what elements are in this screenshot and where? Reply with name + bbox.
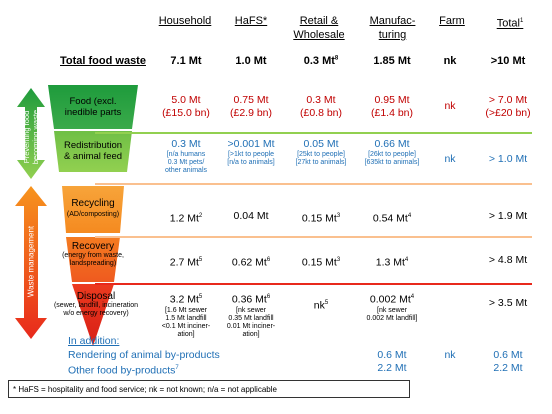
recycling-hafs: 0.04 Mt [233, 210, 269, 222]
recovery-household: 2.7 Mt5 [169, 256, 203, 269]
total-household: 7.1 Mt [170, 55, 202, 67]
addition-title: In addition: [68, 335, 120, 347]
disposal-household: 3.2 Mt5 [1.6 Mt sewer 1.5 Mt landfill <0… [161, 293, 211, 338]
total-farm: nk [443, 55, 457, 67]
redistribution-manufacturing: 0.66 Mt [26kt to people] [635kt to anima… [364, 138, 420, 166]
redistribution-farm: nk [444, 153, 456, 165]
other-byproducts-manufacturing: 2.2 Mt [377, 362, 407, 374]
food-hafs: 0.75 Mt (£2.9 bn) [229, 94, 273, 119]
redistribution-hafs: >0.001 Mt [>1kt to people [n/a to animal… [227, 138, 275, 166]
total-retail: 0.3 Mt8 [303, 55, 339, 67]
redistribution-total: > 1.0 Mt [488, 153, 528, 165]
redistribution-retail: 0.05 Mt [25kt to people] [27kt to animal… [295, 138, 347, 166]
recycling-segment [62, 186, 124, 233]
redistribution-label: Redistribution & animal feed [63, 140, 123, 162]
total-manufacturing: 1.85 Mt [373, 55, 411, 67]
header-farm: Farm [439, 15, 465, 27]
header-hafs: HaFS* [234, 15, 268, 27]
food-farm: nk [444, 100, 456, 112]
disposal-retail: nk5 [313, 299, 329, 312]
recovery-hafs: 0.62 Mt6 [231, 256, 271, 269]
rule-recovery [95, 236, 532, 238]
header-total: Total1 [496, 17, 524, 30]
header-retail: Retail & Wholesale [293, 15, 345, 41]
recovery-retail: 0.15 Mt3 [301, 256, 341, 269]
food-label: Food (excl. inedible parts [64, 96, 122, 118]
total-food-waste-label: Total food waste [60, 55, 146, 67]
food-total: > 7.0 Mt (>£20 bn) [485, 94, 531, 119]
rendering-label: Rendering of animal by-products [68, 349, 220, 361]
disposal-segment [72, 284, 114, 346]
recycling-total: > 1.9 Mt [488, 210, 528, 222]
rule-disposal [95, 283, 532, 285]
recycling-retail: 0.15 Mt3 [301, 212, 341, 225]
management-arrow [15, 186, 47, 339]
recycling-household: 1.2 Mt2 [169, 212, 203, 225]
redistribution-segment [54, 131, 132, 172]
recycling-label: Recycling (AD/composting) [66, 198, 120, 218]
disposal-label: Disposal (sewer, landfill, incineration … [53, 291, 139, 317]
rule-recycling [95, 183, 532, 185]
recovery-label: Recovery (energy from waste, landspreadi… [62, 241, 124, 267]
disposal-manufacturing: 0.002 Mt4 [nk sewer 0.002 Mt landfill] [366, 293, 418, 322]
recovery-total: > 4.8 Mt [488, 254, 528, 266]
food-household: 5.0 Mt (£15.0 bn) [162, 94, 210, 119]
food-retail: 0.3 Mt (£0.8 bn) [299, 94, 343, 119]
prevent-label: Preventing food becoming waste [22, 109, 40, 165]
rendering-total: 0.6 Mt [493, 349, 523, 361]
other-byproducts-total: 2.2 Mt [493, 362, 523, 374]
header-household: Household [158, 15, 212, 27]
rendering-farm: nk [444, 349, 456, 361]
header-manufacturing: Manufac-turing [369, 15, 416, 41]
disposal-hafs: 0.36 Mt6 [nk sewer 0.35 Mt landfill 0.01… [226, 293, 276, 338]
management-label: Waste management [26, 225, 36, 298]
prevent-arrow [17, 88, 45, 179]
recovery-manufacturing: 1.3 Mt4 [375, 256, 409, 269]
other-byproducts-label: Other food by-products7 [68, 364, 179, 377]
recycling-manufacturing: 0.54 Mt4 [372, 212, 412, 225]
rule-food [95, 132, 532, 134]
total-hafs: 1.0 Mt [235, 55, 267, 67]
rendering-manufacturing: 0.6 Mt [377, 349, 407, 361]
total-total: >10 Mt [490, 55, 526, 67]
recovery-segment [66, 237, 120, 282]
food-manufacturing: 0.95 Mt (£1.4 bn) [370, 94, 414, 119]
redistribution-household: 0.3 Mt [n/a humans 0.3 Mt pets/ other an… [164, 138, 208, 174]
footnote: * HaFS = hospitality and food service; n… [8, 380, 410, 398]
disposal-total: > 3.5 Mt [488, 297, 528, 309]
food-segment [48, 85, 138, 129]
